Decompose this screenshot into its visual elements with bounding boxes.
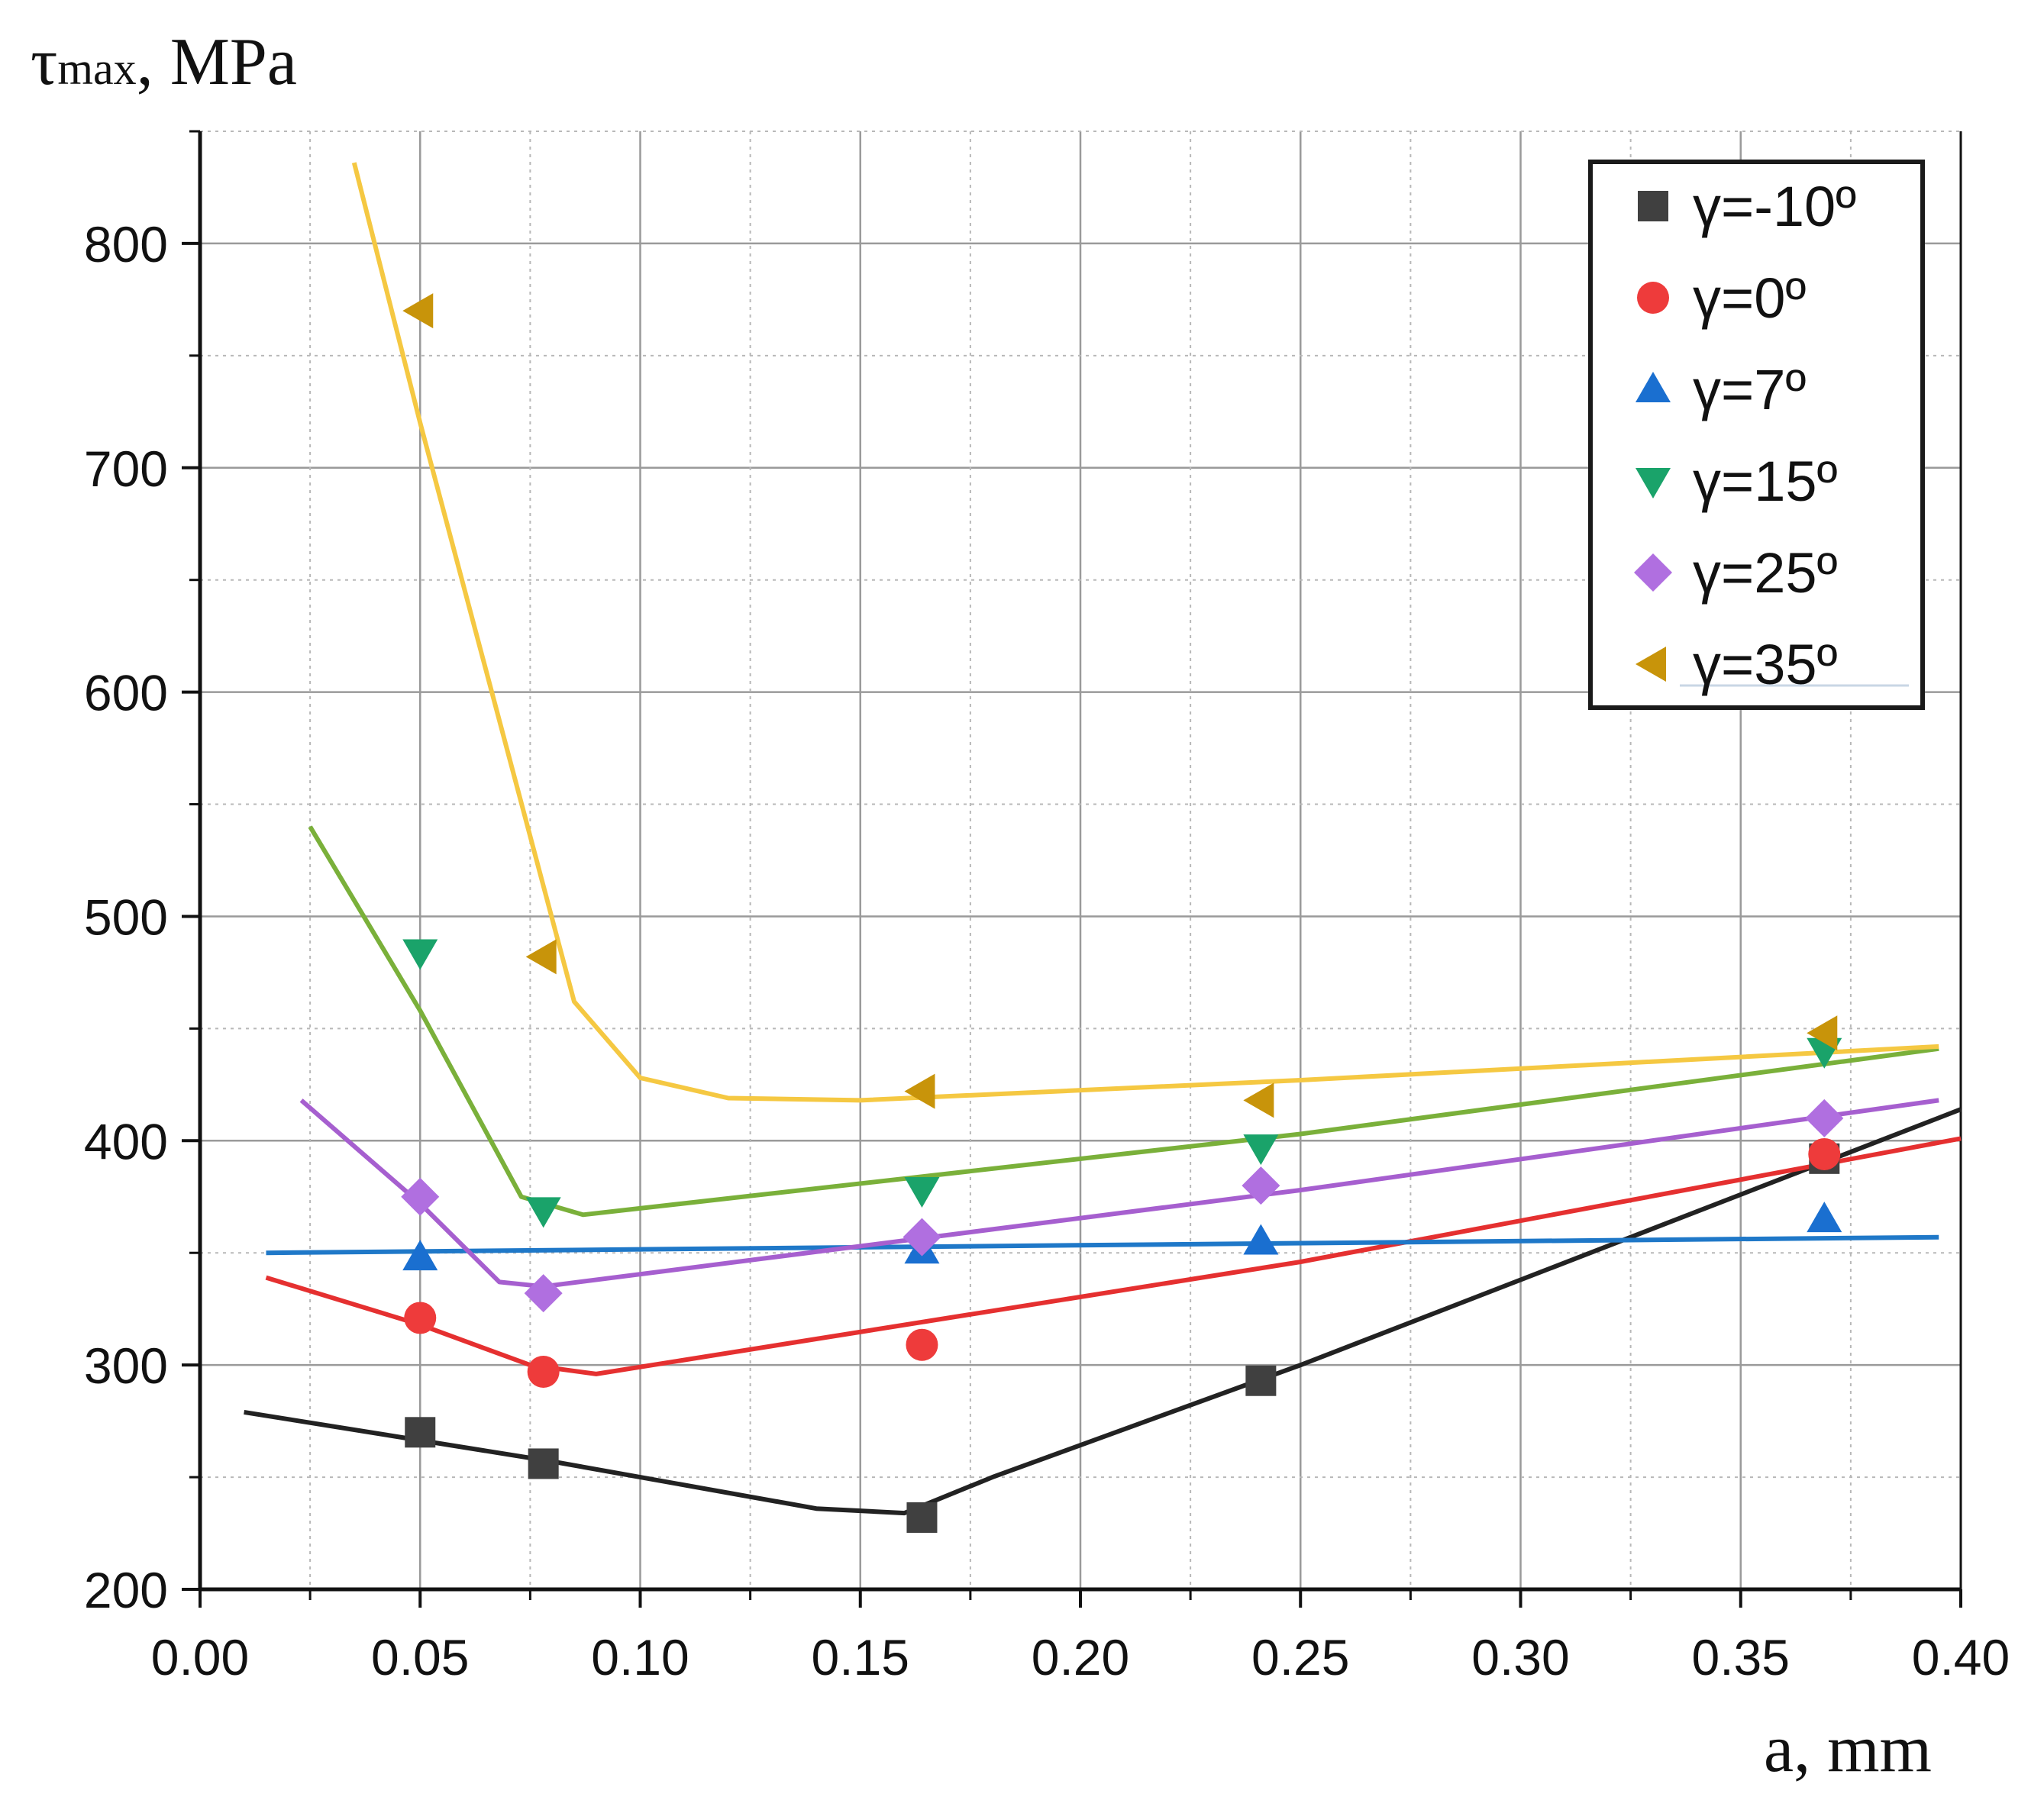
y-tick-label: 800: [84, 216, 168, 273]
data-point-series-5: [402, 293, 434, 329]
data-point-series-0: [405, 1417, 436, 1448]
data-point-series-1: [527, 1355, 560, 1388]
legend-label-2: γ=7º: [1693, 358, 1806, 421]
x-tick-label: 0.10: [591, 1629, 689, 1686]
data-point-series-2: [1243, 1224, 1279, 1255]
data-point-series-0: [906, 1502, 938, 1533]
data-point-series-0: [1245, 1365, 1277, 1396]
legend-label-0: γ=-10º: [1693, 175, 1856, 238]
data-point-series-3: [525, 1197, 561, 1228]
x-tick-label: 0.30: [1471, 1629, 1569, 1686]
data-point-series-5: [525, 939, 557, 975]
legend-label-4: γ=25º: [1693, 541, 1838, 605]
data-point-series-4: [1242, 1166, 1280, 1205]
data-point-series-0: [528, 1448, 559, 1479]
data-point-series-3: [1243, 1134, 1279, 1166]
data-point-series-4: [1805, 1098, 1844, 1137]
x-axis-title: a, mm: [1764, 1712, 1932, 1786]
data-point-series-1: [404, 1302, 437, 1334]
data-point-series-4: [401, 1177, 440, 1216]
x-tick-label: 0.00: [151, 1629, 249, 1686]
data-point-series-5: [1807, 1015, 1838, 1051]
x-tick-label: 0.25: [1251, 1629, 1349, 1686]
y-tick-label: 400: [84, 1113, 168, 1169]
x-tick-label: 0.05: [371, 1629, 469, 1686]
legend-marker-1: [1637, 282, 1669, 314]
legend: γ=-10º γ=0º γ=7º γ=15º γ=25º γ=35º: [1588, 160, 1925, 710]
data-point-series-2: [1807, 1202, 1842, 1233]
y-tick-label: 700: [84, 440, 168, 497]
legend-marker-5: [1636, 647, 1666, 682]
y-tick-label: 300: [84, 1337, 168, 1394]
x-tick-label: 0.20: [1032, 1629, 1129, 1686]
data-point-series-3: [402, 939, 438, 970]
data-point-series-5: [1243, 1082, 1274, 1118]
legend-marker-3: [1636, 468, 1671, 498]
legend-label-5: γ=35º: [1693, 633, 1838, 696]
data-point-series-5: [904, 1073, 935, 1109]
data-points: [401, 293, 1844, 1533]
fit-line-series-2: [266, 1234, 1939, 1256]
y-tick-label: 500: [84, 889, 168, 945]
legend-marker-0: [1638, 191, 1668, 221]
axes: 0.00 0.05 0.10 0.15 0.20 0.25 0.30 0.35 0.40 200 3…: [84, 130, 2010, 1686]
y-axis-title: τmax, MPa: [31, 25, 297, 99]
legend-marker-2: [1636, 372, 1671, 402]
y-tick-label: 600: [84, 665, 168, 721]
data-point-series-3: [904, 1176, 940, 1208]
fit-line-series-5: [351, 162, 1939, 1103]
x-tick-label: 0.15: [812, 1629, 909, 1686]
x-tick-label: 0.35: [1692, 1629, 1790, 1686]
data-point-series-4: [524, 1274, 563, 1313]
fit-line-series-4: [299, 1098, 1939, 1289]
legend-marker-4: [1634, 553, 1672, 592]
legend-box: [1588, 160, 1925, 710]
data-point-series-4: [903, 1218, 941, 1257]
legend-label-1: γ=0º: [1693, 266, 1806, 330]
data-point-series-1: [1808, 1137, 1841, 1170]
x-tick-label: 0.40: [1912, 1629, 2010, 1686]
legend-label-3: γ=15º: [1693, 450, 1838, 513]
data-point-series-1: [906, 1328, 938, 1361]
y-tick-label: 200: [84, 1562, 168, 1618]
data-point-series-2: [402, 1240, 438, 1271]
